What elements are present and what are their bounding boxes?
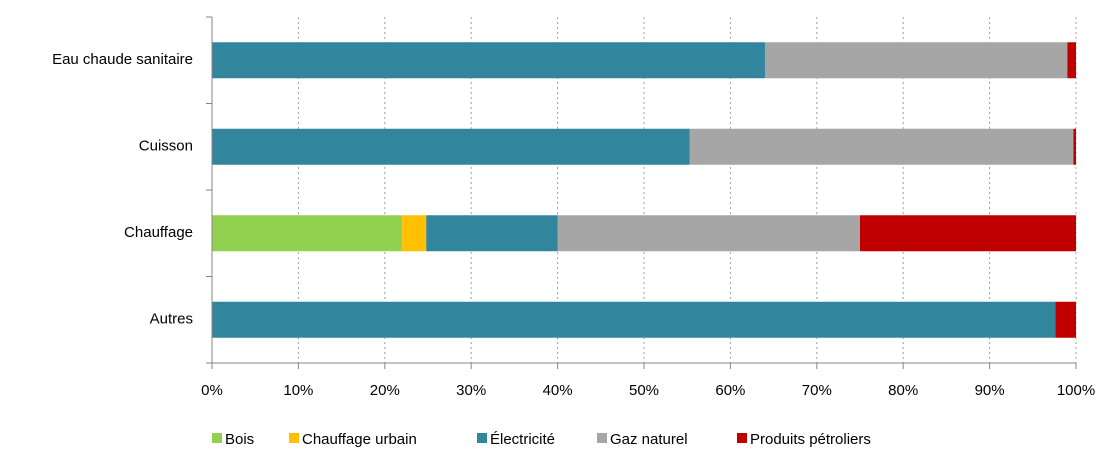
- x-tick-label: 90%: [975, 382, 1005, 399]
- legend-label: Électricité: [490, 431, 555, 448]
- x-tick-label: 20%: [370, 382, 400, 399]
- legend-label: Bois: [225, 431, 254, 448]
- bar-segment: [1055, 301, 1076, 338]
- bar-segment: [557, 215, 860, 252]
- legend-swatch: [597, 433, 607, 443]
- x-tick-label: 100%: [1057, 382, 1095, 399]
- bar-segment: [402, 215, 427, 252]
- legend-label: Gaz naturel: [610, 431, 688, 448]
- bar-segment: [212, 42, 765, 79]
- legend-swatch: [289, 433, 299, 443]
- bar-segment: [212, 215, 403, 252]
- bar-segment: [426, 215, 558, 252]
- bar-segment: [764, 42, 1068, 79]
- x-tick-label: 60%: [715, 382, 745, 399]
- x-tick-label: 70%: [802, 382, 832, 399]
- legend-swatch: [737, 433, 747, 443]
- x-tick-label: 10%: [283, 382, 313, 399]
- bar-segment: [689, 128, 1074, 165]
- y-tick-label: Chauffage: [124, 224, 193, 241]
- y-tick-label: Autres: [150, 311, 193, 328]
- x-tick-label: 30%: [456, 382, 486, 399]
- legend-swatch: [477, 433, 487, 443]
- x-tick-label: 50%: [629, 382, 659, 399]
- x-tick-label: 80%: [888, 382, 918, 399]
- bar-segment: [212, 301, 1056, 338]
- legend-swatch: [212, 433, 222, 443]
- bar-segment: [212, 128, 690, 165]
- bar-segment: [860, 215, 1076, 252]
- bar-segment: [1073, 128, 1076, 165]
- y-tick-label: Eau chaude sanitaire: [52, 51, 193, 68]
- x-tick-label: 0%: [201, 382, 223, 399]
- bar-segment: [1067, 42, 1076, 79]
- y-tick-label: Cuisson: [139, 138, 193, 155]
- x-tick-label: 40%: [543, 382, 573, 399]
- legend-label: Chauffage urbain: [302, 431, 417, 448]
- legend-label: Produits pétroliers: [750, 431, 871, 448]
